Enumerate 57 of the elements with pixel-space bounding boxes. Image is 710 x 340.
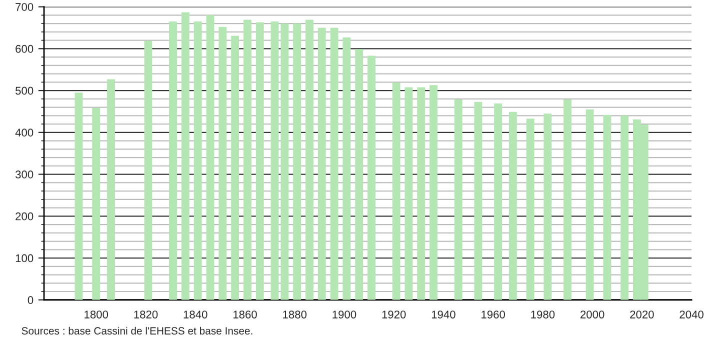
bar	[256, 22, 264, 300]
bar	[92, 108, 100, 300]
bar	[508, 112, 517, 300]
bar	[603, 114, 612, 300]
bar	[392, 82, 400, 300]
bar	[620, 116, 629, 300]
x-tick-label: 1800	[84, 310, 108, 318]
bar	[144, 40, 152, 300]
bar	[494, 104, 502, 300]
bar	[544, 114, 552, 300]
y-tick-label: 700	[16, 3, 34, 11]
x-tick-label: 1860	[233, 310, 257, 318]
y-tick-label: 400	[15, 128, 34, 137]
bar	[306, 20, 314, 300]
bar	[526, 118, 534, 300]
x-tick-label: 1820	[134, 310, 158, 318]
bar	[231, 36, 240, 300]
y-tick-label: 100	[16, 254, 34, 262]
bar	[74, 92, 83, 300]
y-tick-label: 0	[28, 296, 34, 304]
x-tick-label: 2020	[630, 310, 654, 318]
bar	[318, 28, 326, 300]
bar	[243, 20, 252, 300]
y-tick-label: 600	[16, 44, 34, 53]
x-tick-label: 1980	[531, 310, 555, 318]
x-tick-label: 2040	[680, 310, 704, 318]
x-tick-label: 1840	[184, 310, 208, 318]
bar	[368, 56, 376, 300]
x-tick-label: 1960	[482, 310, 505, 318]
bar	[342, 37, 351, 300]
x-tick-label: 1940	[432, 310, 456, 318]
source-note: Sources : base Cassini de l'EHESS et base Insee.	[22, 326, 252, 335]
y-tick-label: 200	[16, 212, 34, 220]
bar	[430, 85, 438, 300]
x-tick-label: 1880	[283, 310, 307, 318]
bar	[474, 102, 482, 300]
y-tick-label: 300	[15, 170, 34, 178]
bar	[169, 21, 177, 300]
bar	[417, 87, 426, 300]
bar	[586, 109, 594, 300]
bar	[404, 87, 413, 300]
bar	[355, 49, 364, 300]
x-tick-label: 1920	[382, 310, 406, 318]
bar	[280, 24, 289, 300]
bar	[218, 26, 227, 300]
bar	[564, 99, 572, 300]
y-tick-label: 500	[16, 86, 34, 95]
bar	[454, 99, 462, 300]
bar	[194, 21, 202, 300]
bar	[270, 21, 279, 300]
x-tick-label: 1900	[332, 310, 356, 318]
bar	[181, 12, 190, 300]
bar	[206, 15, 214, 300]
x-tick-label: 2000	[580, 310, 604, 318]
bar	[107, 79, 115, 300]
bar	[293, 24, 302, 300]
bar	[330, 28, 338, 300]
